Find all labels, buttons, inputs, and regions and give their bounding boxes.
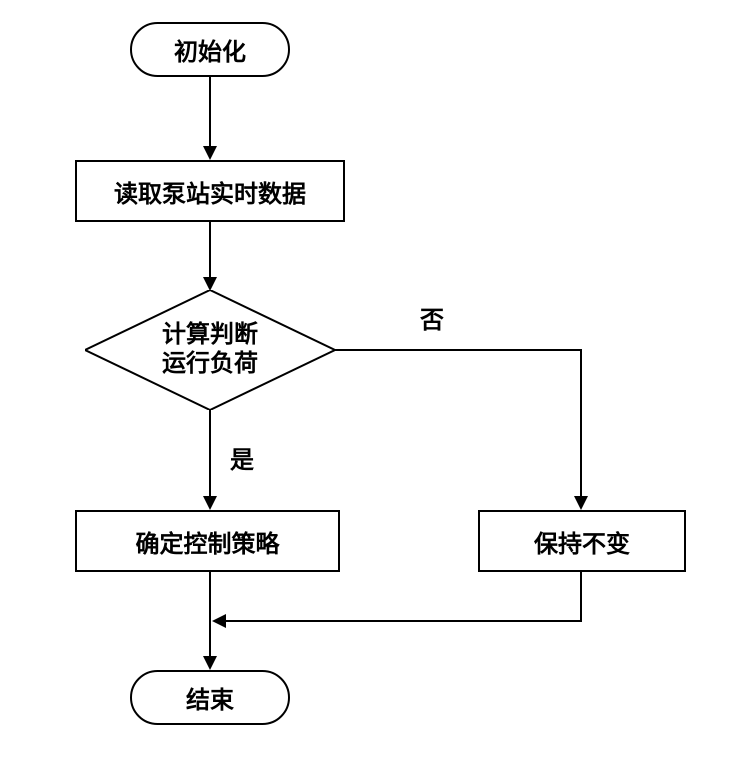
strategy-label: 确定控制策略: [136, 524, 280, 559]
edge-strategy-end-head: [203, 656, 217, 670]
decision-node: 计算判断 运行负荷: [85, 290, 335, 410]
edge-keep-merge-v: [580, 572, 582, 622]
end-label: 结束: [186, 680, 234, 715]
end-node: 结束: [130, 670, 290, 725]
edge-decision-keep-head: [574, 496, 588, 510]
edge-keep-merge-h: [225, 620, 582, 622]
read-data-label: 读取泵站实时数据: [114, 174, 306, 209]
edge-decision-strategy: [209, 410, 211, 497]
start-node: 初始化: [130, 22, 290, 77]
yes-label: 是: [230, 440, 254, 475]
edge-strategy-end: [209, 572, 211, 657]
strategy-node: 确定控制策略: [75, 510, 340, 572]
decision-line2: 运行负荷: [162, 350, 258, 379]
no-label: 否: [420, 300, 444, 335]
edge-decision-strategy-head: [203, 496, 217, 510]
edge-decision-keep-h: [335, 349, 582, 351]
edge-start-read-head: [203, 146, 217, 160]
edge-start-read: [209, 77, 211, 147]
edge-read-decision: [209, 222, 211, 278]
edge-read-decision-head: [203, 277, 217, 291]
decision-line1: 计算判断: [162, 321, 258, 350]
keep-node: 保持不变: [478, 510, 686, 572]
edge-decision-keep-v: [580, 349, 582, 497]
start-label: 初始化: [174, 32, 246, 67]
edge-keep-merge-head: [212, 614, 226, 628]
read-data-node: 读取泵站实时数据: [75, 160, 345, 222]
keep-label: 保持不变: [534, 524, 630, 559]
